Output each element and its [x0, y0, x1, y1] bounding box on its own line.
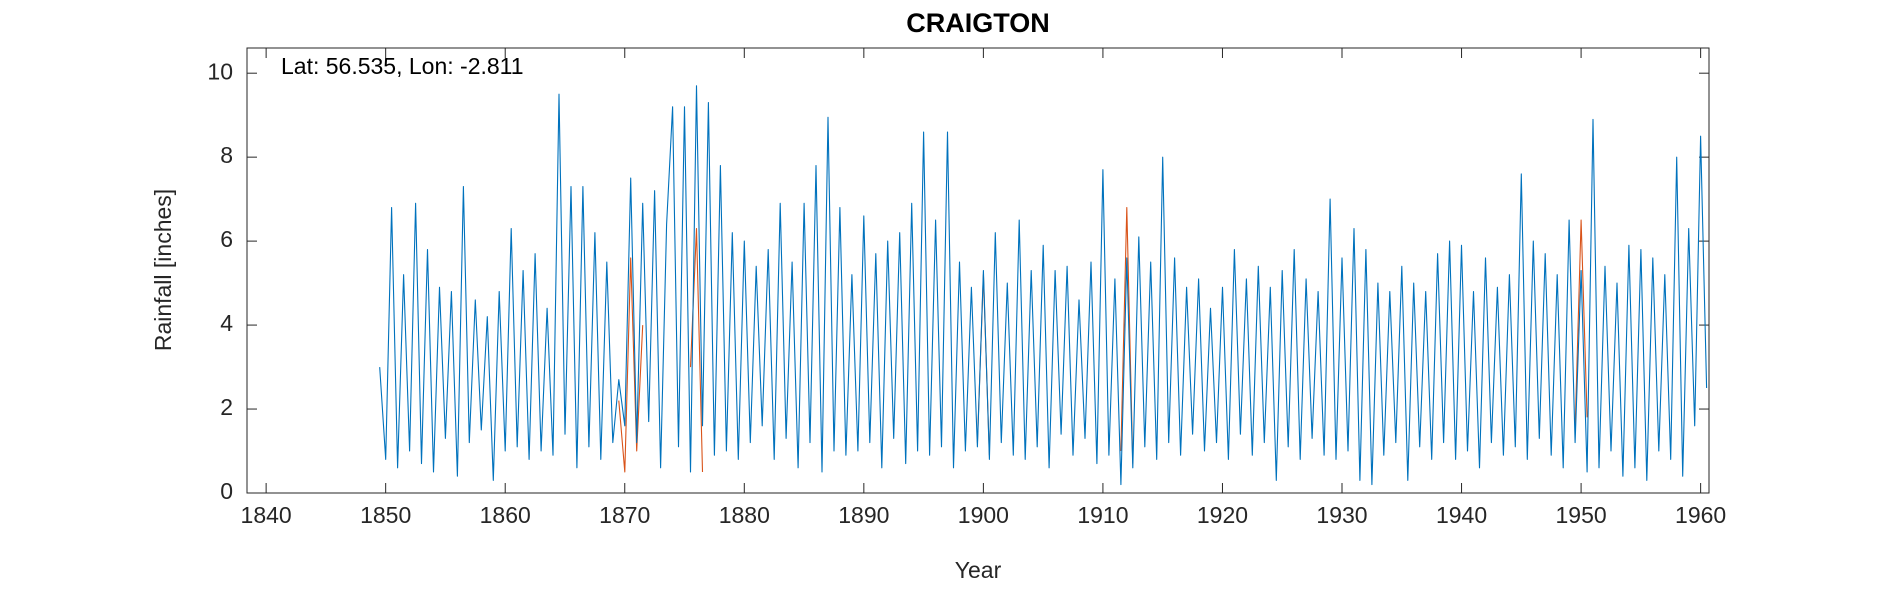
x-tick-label: 1930 — [1316, 502, 1367, 528]
x-tick-label: 1860 — [480, 502, 531, 528]
y-tick-label: 0 — [220, 478, 233, 504]
x-tick-label: 1910 — [1077, 502, 1128, 528]
axes-box — [246, 47, 1710, 494]
data-line — [618, 206, 1588, 473]
x-tick-label: 1870 — [599, 502, 650, 528]
x-tick-label: 1880 — [719, 502, 770, 528]
x-tick-label: 1960 — [1675, 502, 1726, 528]
x-tick-label: 1890 — [838, 502, 889, 528]
y-tick-label: 10 — [207, 58, 233, 84]
x-axis-label: Year — [955, 557, 1002, 583]
x-tick-label: 1840 — [241, 502, 292, 528]
x-tick-label: 1920 — [1197, 502, 1248, 528]
x-tick-label: 1850 — [360, 502, 411, 528]
data-line — [379, 85, 1708, 486]
y-tick-label: 6 — [220, 226, 233, 252]
y-axis-label: Rainfall [inches] — [150, 189, 176, 351]
y-tick-label: 4 — [220, 310, 233, 336]
x-tick-label: 1940 — [1436, 502, 1487, 528]
y-tick-label: 8 — [220, 142, 233, 168]
x-tick-label: 1900 — [958, 502, 1009, 528]
plot-area: 1840 1850 1860 1870 1880 1890 1900 1910 1920 1930… — [207, 47, 1726, 528]
y-tick-label: 2 — [220, 394, 233, 420]
x-tick-label: 1950 — [1556, 502, 1607, 528]
chart-title: CRAIGTON — [906, 8, 1050, 38]
annotation: Lat: 56.535, Lon: -2.811 — [281, 53, 524, 79]
